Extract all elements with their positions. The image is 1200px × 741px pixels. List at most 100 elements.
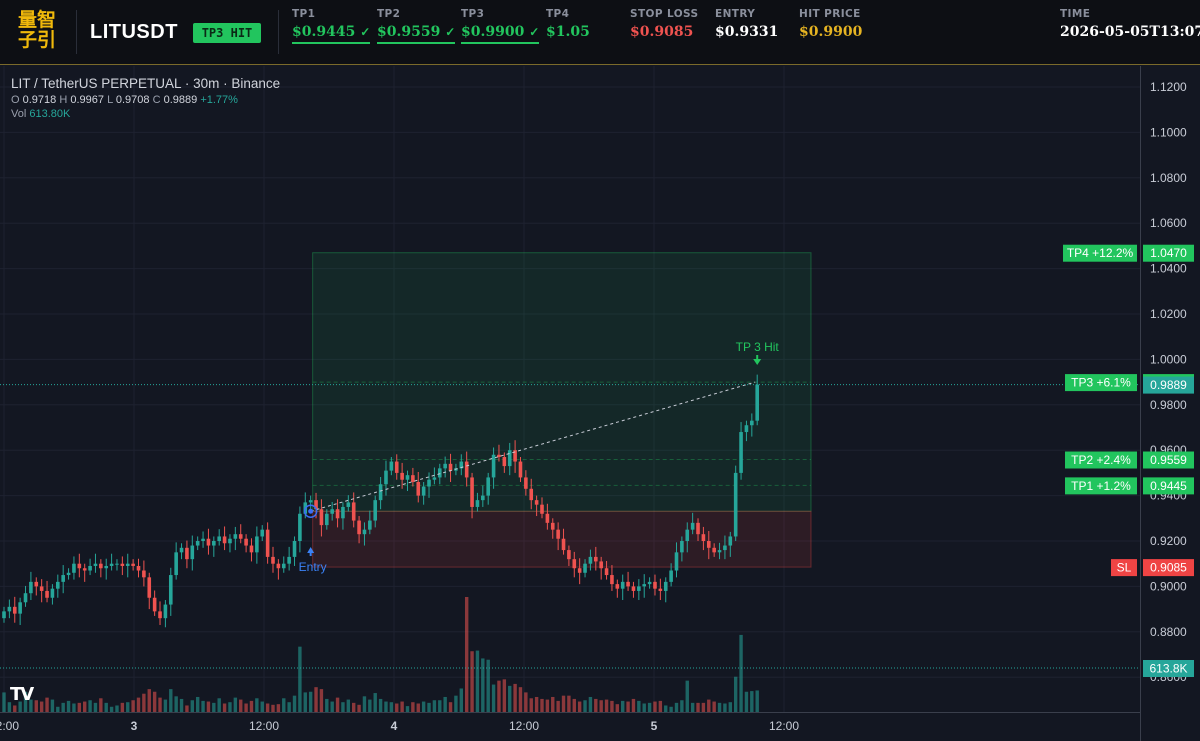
volume-bar	[475, 650, 480, 712]
candle-body	[685, 529, 690, 541]
volume-bar	[540, 698, 544, 712]
volume-bar	[368, 699, 372, 712]
volume-bar	[755, 690, 759, 712]
volume-bar	[201, 700, 205, 712]
candle-body	[357, 520, 361, 535]
volume-bar	[190, 700, 194, 712]
symbol-title: LITUSDT	[90, 21, 178, 43]
volume-bar	[346, 699, 351, 712]
volume-bar	[228, 702, 232, 712]
candle-body	[604, 568, 609, 576]
volume-bar	[18, 701, 22, 712]
candle-body	[400, 472, 404, 480]
candle-body	[308, 500, 313, 503]
candle-body	[39, 586, 44, 591]
candle-body	[255, 536, 259, 553]
candle-body	[109, 563, 114, 566]
volume-bar	[169, 689, 173, 712]
candle-body	[529, 488, 534, 501]
level-name-tag	[1065, 374, 1137, 392]
candle-body	[88, 565, 92, 571]
candle-body	[572, 559, 577, 569]
volume-bar	[594, 698, 598, 712]
volume-bar	[395, 703, 399, 712]
volume-bar	[744, 691, 749, 712]
candle-body	[561, 538, 566, 551]
level-price-tag	[1143, 559, 1194, 577]
candle-body	[185, 547, 189, 560]
candle-body	[147, 577, 152, 598]
volume-bar	[411, 702, 415, 712]
candle-body	[206, 538, 211, 546]
volume-tag	[1143, 660, 1194, 677]
volume-bar	[610, 700, 614, 712]
volume-bar	[56, 706, 60, 712]
tp-hit-label: TP 3 Hit	[736, 340, 780, 354]
candle-body	[443, 463, 447, 469]
candle-body	[470, 477, 474, 507]
volume-bar	[733, 676, 738, 712]
volume-bar	[529, 698, 533, 712]
y-tick-label: 1.0400	[1150, 262, 1187, 276]
x-tick-label: 12:00	[0, 719, 19, 733]
volume-bar	[120, 702, 125, 712]
candle-body	[238, 534, 243, 539]
stat-value: $0.9900	[799, 24, 863, 40]
stat-label: ENTRY	[715, 8, 756, 20]
volume-bar	[464, 597, 469, 712]
stat-label: STOP LOSS	[630, 8, 699, 20]
stat-entry: ENTRY $0.9331	[715, 8, 778, 40]
y-tick-label: 0.9200	[1150, 534, 1187, 548]
volume-bar	[212, 702, 216, 712]
volume-bar	[23, 691, 28, 712]
candle-body	[45, 590, 49, 598]
current-price-tag	[1143, 376, 1194, 394]
legend-title: LIT / TetherUS PERPETUAL · 30m · Binance	[11, 76, 281, 91]
candle-body	[620, 581, 625, 589]
volume-bar	[357, 704, 361, 712]
volume-bar	[131, 700, 135, 712]
level-price-text: 0.9559	[1150, 453, 1187, 467]
volume-bar	[83, 701, 87, 712]
volume-bar	[142, 693, 146, 712]
candle-body	[750, 420, 754, 426]
brand-logo: 量智 子引	[16, 10, 58, 52]
tp-hit-arrow-stem	[756, 355, 759, 360]
entry-arrow-stem	[309, 552, 312, 556]
volume-bar	[109, 706, 114, 712]
candle-body	[416, 481, 421, 496]
tradingview-logo[interactable]: TV	[10, 684, 34, 705]
volume-bar	[298, 646, 302, 712]
candle-body	[287, 556, 291, 564]
volume-bar	[158, 697, 162, 712]
candle-body	[486, 477, 490, 496]
candle-body	[260, 529, 265, 537]
candle-body	[12, 606, 17, 614]
volume-bar	[271, 704, 275, 712]
volume-bar	[104, 702, 108, 712]
candle-body	[594, 556, 598, 562]
y-tick-label: 0.9800	[1150, 398, 1187, 412]
candle-body	[556, 529, 560, 539]
volume-bar	[179, 698, 184, 712]
entry-point-dot	[308, 508, 314, 514]
candle-body	[432, 477, 437, 480]
y-tick-label: 1.0000	[1150, 352, 1187, 366]
candlesticks	[2, 374, 759, 628]
candle-body	[405, 475, 410, 480]
volume-bar	[631, 698, 636, 712]
candle-body	[615, 584, 620, 589]
candle-body	[276, 563, 281, 569]
stat-hit-price: HIT PRICE $0.9900	[799, 8, 862, 40]
candle-body	[723, 545, 727, 551]
level-price-tag	[1143, 451, 1194, 469]
candle-body	[583, 563, 587, 573]
volume-bar	[405, 706, 410, 712]
volume-bar	[249, 700, 254, 712]
level-price-tag	[1143, 477, 1194, 495]
volume-bar	[486, 659, 490, 712]
level-price-text: 1.0470	[1150, 246, 1187, 260]
candle-body	[265, 529, 270, 557]
level-name-text: TP2 +2.4%	[1071, 453, 1131, 467]
